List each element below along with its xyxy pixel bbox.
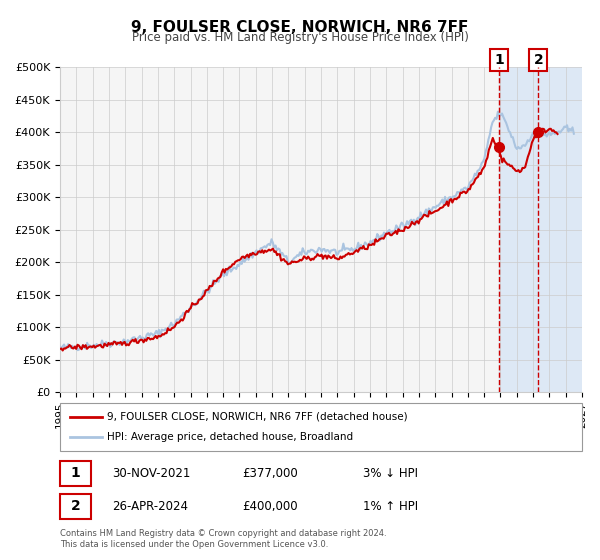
Text: 1: 1 bbox=[71, 466, 80, 480]
Text: 9, FOULSER CLOSE, NORWICH, NR6 7FF: 9, FOULSER CLOSE, NORWICH, NR6 7FF bbox=[131, 20, 469, 35]
Text: Contains HM Land Registry data © Crown copyright and database right 2024.
This d: Contains HM Land Registry data © Crown c… bbox=[60, 529, 386, 549]
Text: 2: 2 bbox=[71, 499, 80, 513]
FancyBboxPatch shape bbox=[60, 493, 91, 519]
Bar bbox=[499, 67, 582, 392]
Text: 30-NOV-2021: 30-NOV-2021 bbox=[112, 466, 191, 480]
Text: 1: 1 bbox=[494, 53, 504, 67]
FancyBboxPatch shape bbox=[60, 460, 91, 486]
Text: 9, FOULSER CLOSE, NORWICH, NR6 7FF (detached house): 9, FOULSER CLOSE, NORWICH, NR6 7FF (deta… bbox=[107, 412, 407, 422]
Text: 2: 2 bbox=[533, 53, 544, 67]
Text: HPI: Average price, detached house, Broadland: HPI: Average price, detached house, Broa… bbox=[107, 432, 353, 442]
Text: 1% ↑ HPI: 1% ↑ HPI bbox=[363, 500, 418, 512]
Text: £400,000: £400,000 bbox=[242, 500, 298, 512]
Text: Price paid vs. HM Land Registry's House Price Index (HPI): Price paid vs. HM Land Registry's House … bbox=[131, 31, 469, 44]
FancyBboxPatch shape bbox=[60, 403, 582, 451]
Text: £377,000: £377,000 bbox=[242, 466, 298, 480]
Text: 26-APR-2024: 26-APR-2024 bbox=[112, 500, 188, 512]
Text: 3% ↓ HPI: 3% ↓ HPI bbox=[363, 466, 418, 480]
